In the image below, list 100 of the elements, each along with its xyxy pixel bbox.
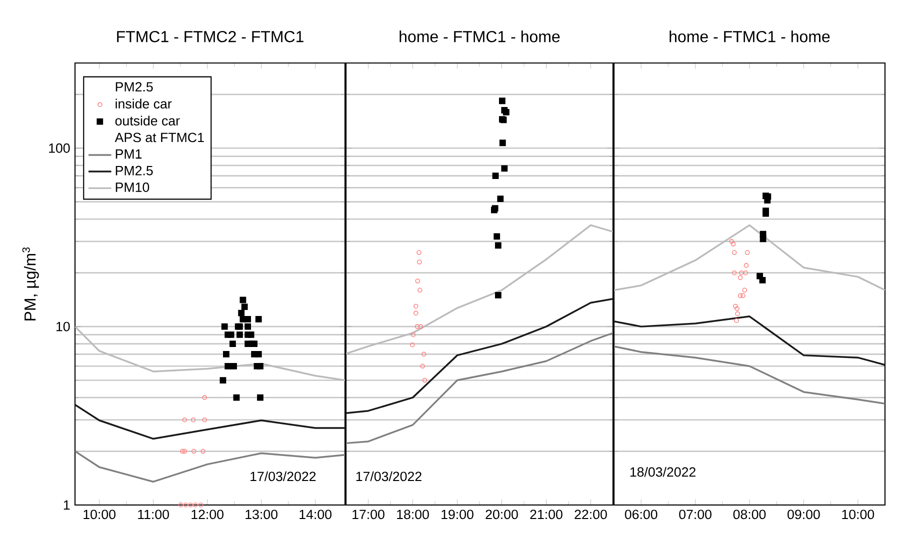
point (236, 332, 243, 338)
annotation: APS at FTMC1 (114, 132, 204, 142)
point (200, 448, 206, 454)
point (183, 502, 188, 508)
point (244, 316, 252, 322)
point (251, 340, 258, 348)
point (229, 340, 236, 348)
point (415, 278, 420, 284)
x-tick-label: 07:00 (679, 510, 712, 520)
point (220, 377, 226, 384)
x-tick-label: 14:00 (300, 510, 332, 520)
point (497, 196, 504, 202)
point (498, 98, 506, 104)
x-tick-label: 10:00 (842, 510, 874, 520)
point (762, 210, 769, 217)
legend-label: PM2.5 (116, 166, 153, 176)
point (732, 250, 737, 255)
y-tick-label: 1 (64, 500, 70, 510)
y-tick-label: 10 (56, 322, 70, 332)
point (492, 172, 499, 179)
x-tick-label: 10:00 (84, 510, 116, 520)
point (244, 323, 252, 330)
point (410, 342, 415, 348)
point (742, 288, 748, 293)
x-tick-label: 11:00 (138, 510, 169, 520)
point (257, 362, 264, 370)
point (743, 270, 748, 276)
x-tick-label: 17:00 (352, 510, 384, 520)
point (729, 239, 734, 244)
chart-title: home - FTMC1 - home (670, 30, 830, 42)
x-tick-label: 09:00 (788, 510, 820, 520)
point (413, 310, 418, 316)
point (416, 250, 422, 255)
point (190, 417, 196, 422)
point (202, 417, 208, 422)
point (420, 364, 425, 369)
point (494, 233, 500, 240)
line-series (75, 404, 346, 440)
point (238, 310, 245, 316)
point (740, 293, 746, 298)
x-tick-label: 12:00 (192, 510, 224, 520)
point (191, 448, 196, 454)
point (248, 332, 254, 338)
point (759, 276, 766, 284)
point (732, 270, 737, 276)
annotation: 18/03/2022 (630, 466, 696, 477)
annotation: 17/03/2022 (356, 471, 422, 482)
point (744, 263, 749, 268)
y-axis-title: PM, µg/m$^{3}$ (22, 247, 39, 320)
point (410, 332, 416, 338)
legend-label: outside car (115, 116, 180, 126)
point (182, 448, 188, 454)
point (224, 362, 232, 370)
chart-title: FTMC1 - FTMC2 - FTMC1 (117, 30, 304, 42)
point (494, 242, 502, 249)
point (255, 316, 262, 322)
legend-label: inside car (116, 98, 172, 109)
point (241, 304, 248, 310)
point (223, 351, 230, 358)
point (422, 378, 428, 383)
point (193, 502, 198, 508)
point (413, 304, 418, 309)
point (421, 352, 426, 357)
legend-label: PM10 (116, 182, 150, 192)
point (188, 502, 193, 508)
legend-title: PM2.5 (116, 82, 153, 92)
point (738, 293, 743, 298)
point (198, 502, 204, 508)
point (255, 351, 262, 358)
annotation: 17/03/2022 (250, 471, 316, 482)
point (257, 394, 264, 401)
point (180, 448, 185, 454)
point (735, 311, 740, 316)
x-tick-label: 21:00 (530, 510, 562, 520)
point (178, 502, 184, 508)
chart-title: home - FTMC1 - home (400, 30, 560, 42)
point (230, 362, 237, 370)
point (233, 394, 240, 401)
point (734, 306, 740, 312)
point (202, 395, 208, 400)
point (418, 324, 424, 329)
point (730, 242, 736, 246)
point (494, 292, 502, 298)
x-tick-label: 22:00 (574, 510, 607, 520)
point (501, 165, 508, 172)
x-tick-label: 13:00 (246, 510, 278, 520)
legend-label: PM1 (116, 149, 142, 159)
x-tick-label: 06:00 (624, 510, 658, 520)
x-tick-label: 08:00 (733, 510, 766, 520)
point (417, 288, 422, 293)
point (734, 318, 739, 323)
point (738, 275, 743, 280)
point (744, 250, 750, 255)
point (414, 324, 420, 329)
x-tick-label: 20:00 (486, 510, 518, 520)
point (240, 296, 246, 304)
point (499, 140, 506, 146)
point (228, 332, 234, 338)
y-tick-label: 100 (49, 143, 70, 153)
point (221, 323, 228, 330)
